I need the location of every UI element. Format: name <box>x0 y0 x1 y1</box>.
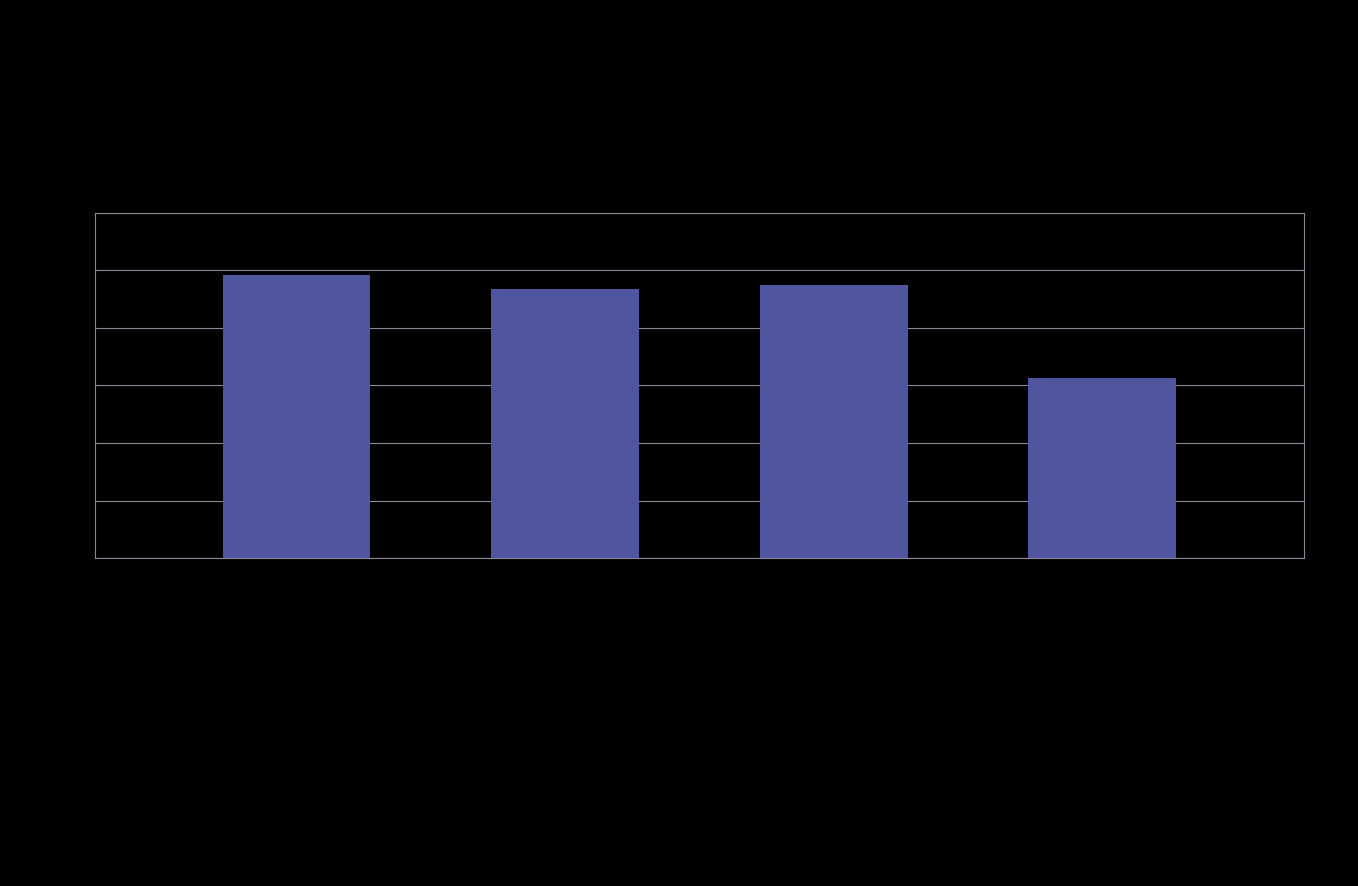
Bar <box>1028 378 1176 558</box>
Bar <box>760 285 907 558</box>
Bar <box>492 289 640 558</box>
Bar <box>223 275 371 558</box>
